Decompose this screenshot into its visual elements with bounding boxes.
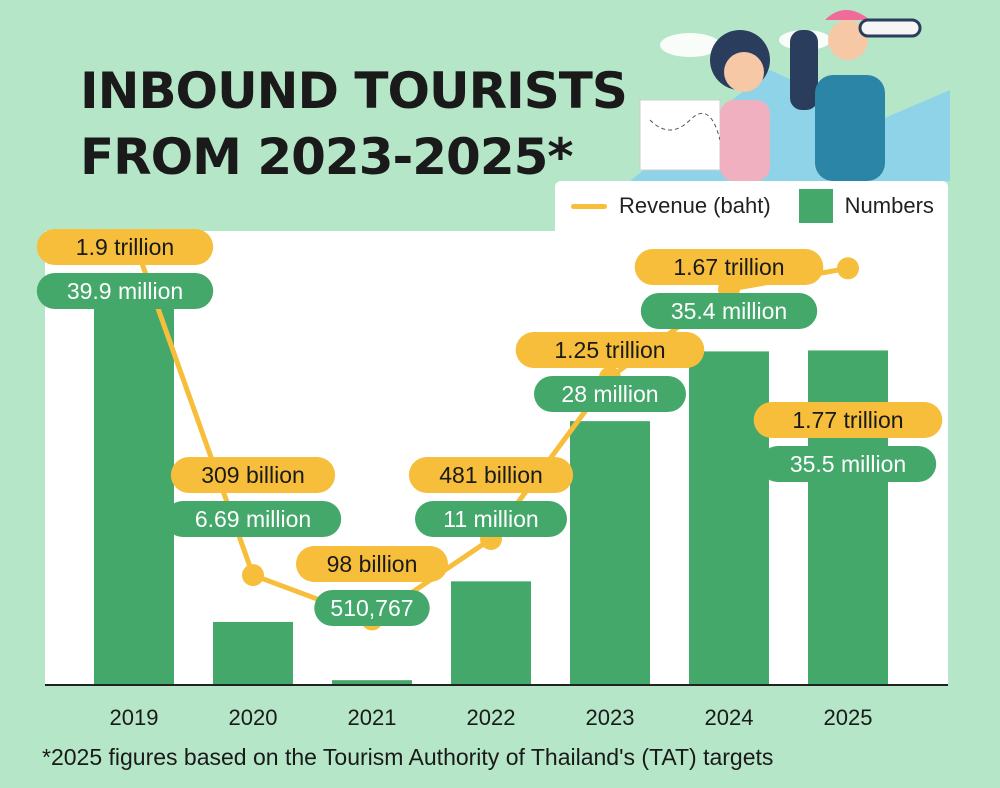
revenue-2020-label: 309 billion — [201, 462, 305, 488]
numbers-2020-label: 6.69 million — [195, 506, 311, 532]
x-tick-label-2025: 2025 — [824, 705, 873, 730]
revenue-2022-pill — [408, 457, 574, 493]
revenue-2019-label: 1.9 trillion — [76, 234, 174, 260]
revenue-2023-label: 1.25 trillion — [554, 337, 665, 363]
revenue-2019-pill — [36, 229, 214, 265]
numbers-2019-label: 39.9 million — [67, 278, 183, 304]
revenue-2024-label: 1.67 trillion — [673, 254, 784, 280]
revenue-2024-pill — [634, 249, 824, 285]
title-line-2: FROM 2023-2025* — [80, 128, 574, 186]
bar-2025 — [808, 350, 888, 685]
bar-2023 — [570, 421, 650, 685]
numbers-legend-swatch — [798, 189, 833, 223]
numbers-2019-pill — [36, 273, 214, 309]
x-tick-label-2020: 2020 — [229, 705, 278, 730]
footnote: *2025 figures based on the Tourism Autho… — [42, 744, 774, 770]
chart-title: INBOUND TOURISTS FROM 2023-2025* — [80, 58, 628, 190]
numbers-2025-label: 35.5 million — [790, 451, 906, 477]
revenue-2021-pill — [296, 546, 448, 582]
revenue-legend-swatch — [571, 203, 607, 209]
bar-2024 — [689, 351, 769, 685]
title-line-1: INBOUND TOURISTS — [80, 62, 628, 120]
legend: Revenue (baht) Numbers — [555, 181, 948, 231]
bar-2019 — [94, 309, 174, 685]
revenue-2023-pill — [515, 332, 705, 368]
numbers-2024-label: 35.4 million — [671, 298, 787, 324]
numbers-legend-label: Numbers — [844, 193, 934, 218]
revenue-2025-label: 1.77 trillion — [792, 407, 903, 433]
numbers-2021-pill — [314, 590, 430, 626]
revenue-legend-label: Revenue (baht) — [619, 193, 771, 218]
x-tick-label-2019: 2019 — [110, 705, 159, 730]
bar-2020 — [213, 621, 293, 685]
revenue-2022-label: 481 billion — [439, 462, 543, 488]
revenue-2025-pill — [753, 402, 943, 438]
numbers-2024-pill — [640, 293, 818, 329]
revenue-2020-pill — [170, 457, 336, 493]
numbers-2021-label: 510,767 — [330, 595, 413, 621]
revenue-point-2025 — [837, 257, 859, 280]
numbers-2022-pill — [415, 501, 567, 537]
revenue-2021-label: 98 billion — [327, 551, 418, 577]
numbers-2023-label: 28 million — [561, 381, 658, 407]
revenue-point-2020 — [242, 564, 264, 587]
tourists-illustration — [630, 10, 950, 181]
numbers-2020-pill — [164, 501, 342, 537]
x-tick-label-2021: 2021 — [348, 705, 397, 730]
numbers-2022-label: 11 million — [443, 506, 538, 532]
x-tick-label-2022: 2022 — [467, 705, 516, 730]
bar-2022 — [451, 581, 531, 685]
x-tick-label-2024: 2024 — [705, 705, 754, 730]
numbers-2025-pill — [759, 446, 937, 482]
bar-2021 — [332, 680, 412, 685]
x-tick-label-2023: 2023 — [586, 705, 635, 730]
numbers-2023-pill — [534, 376, 686, 412]
